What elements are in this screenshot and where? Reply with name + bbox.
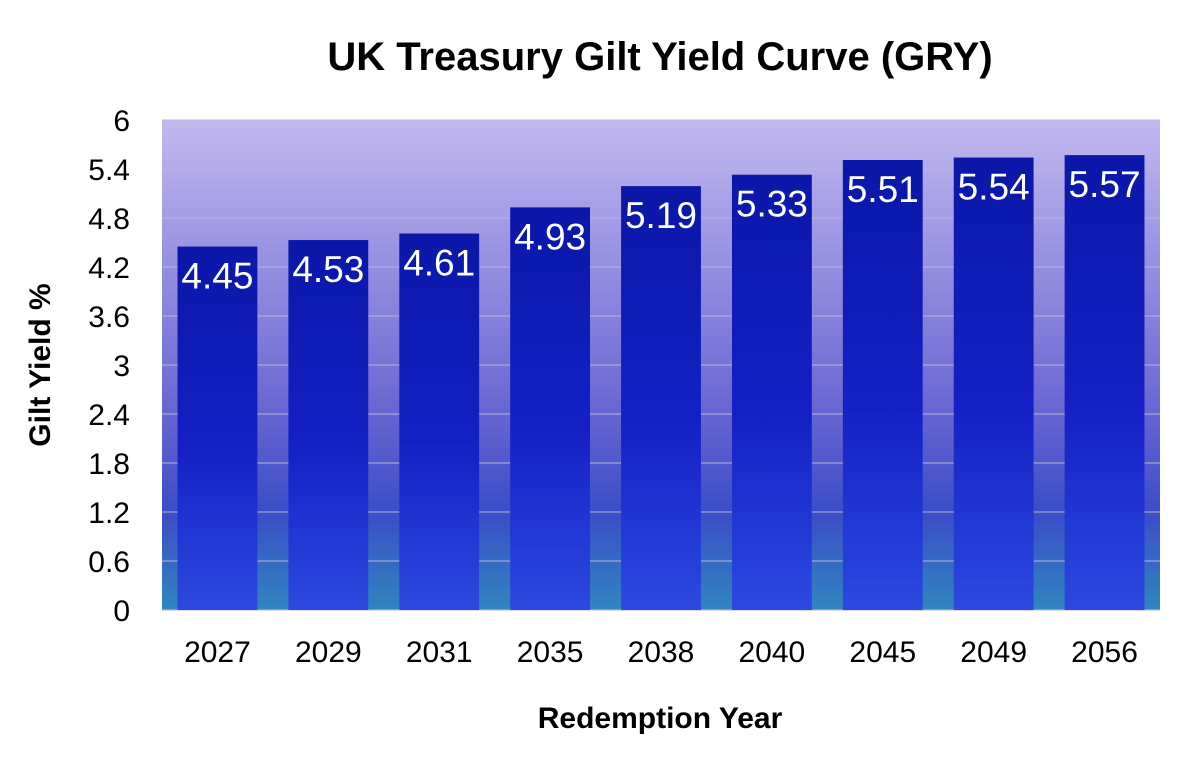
y-tick-label: 6 bbox=[113, 105, 130, 138]
y-tick-label: 4.8 bbox=[88, 203, 130, 236]
data-label-2035: 4.93 bbox=[514, 216, 586, 257]
bar-2045 bbox=[842, 160, 923, 610]
y-tick-label: 3 bbox=[113, 350, 130, 383]
y-tick-label: 2.4 bbox=[88, 399, 130, 432]
data-label-2027: 4.45 bbox=[181, 256, 253, 297]
bar-2027 bbox=[177, 246, 258, 611]
y-axis-ticks: 0 0.6 1.2 1.8 2.4 3 3.6 4.2 4.8 5.4 6 bbox=[88, 105, 130, 628]
bar-2056 bbox=[1064, 155, 1145, 610]
x-tick-label: 2029 bbox=[295, 636, 362, 669]
x-axis-ticks: 2027 2029 2031 2035 2038 2040 2045 2049 2056 bbox=[184, 636, 1138, 669]
data-label-2029: 4.53 bbox=[292, 249, 364, 290]
data-label-2031: 4.61 bbox=[403, 243, 475, 284]
data-label-2049: 5.54 bbox=[958, 167, 1030, 208]
x-tick-label: 2049 bbox=[960, 636, 1027, 669]
bar-2029 bbox=[288, 240, 369, 611]
y-tick-label: 0 bbox=[113, 595, 130, 628]
x-tick-label: 2038 bbox=[628, 636, 695, 669]
x-tick-label: 2045 bbox=[849, 636, 916, 669]
data-label-2045: 5.51 bbox=[847, 169, 919, 210]
y-tick-label: 4.2 bbox=[88, 252, 130, 285]
y-tick-label: 1.2 bbox=[88, 497, 130, 530]
x-axis-title: Redemption Year bbox=[538, 702, 783, 735]
y-tick-label: 5.4 bbox=[88, 154, 130, 187]
x-tick-label: 2056 bbox=[1071, 636, 1138, 669]
y-axis-title: Gilt Yield % bbox=[24, 283, 57, 446]
y-tick-label: 1.8 bbox=[88, 448, 130, 481]
chart-title: UK Treasury Gilt Yield Curve (GRY) bbox=[327, 35, 992, 79]
x-tick-label: 2040 bbox=[739, 636, 806, 669]
data-label-2056: 5.57 bbox=[1069, 164, 1141, 205]
data-label-2040: 5.33 bbox=[736, 184, 808, 225]
bar-2038 bbox=[621, 186, 701, 610]
bars: 4.45 4.53 4.61 4.93 5.19 5.33 5.51 5.54 5.57 bbox=[177, 155, 1145, 611]
bar-2031 bbox=[399, 233, 480, 610]
bar-2040 bbox=[731, 174, 812, 610]
data-label-2038: 5.19 bbox=[625, 195, 697, 236]
y-tick-label: 3.6 bbox=[88, 301, 130, 334]
x-tick-label: 2027 bbox=[184, 636, 251, 669]
bar-2035 bbox=[510, 207, 591, 610]
bar-2049 bbox=[953, 157, 1034, 611]
x-tick-label: 2035 bbox=[517, 636, 584, 669]
x-tick-label: 2031 bbox=[406, 636, 473, 669]
y-tick-label: 0.6 bbox=[88, 546, 130, 579]
